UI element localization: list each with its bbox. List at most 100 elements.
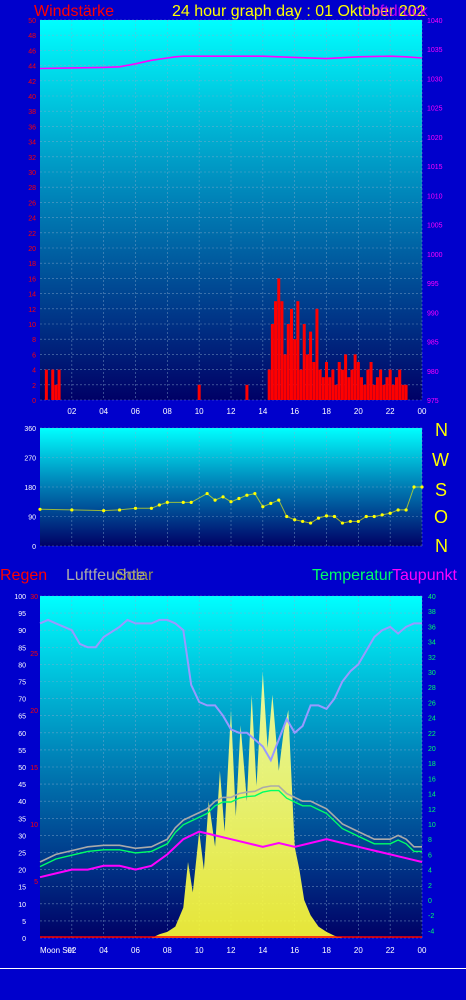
humidity-y-tick-label: 25 — [18, 851, 26, 858]
temp-x-tick-label: 12 — [227, 946, 236, 955]
wind-speed-bar — [388, 369, 392, 400]
pressure-y-tick-label: 995 — [427, 281, 439, 288]
legend-humidity: Luftfeuchte — [66, 567, 145, 584]
temperature-y-tick-label: 16 — [428, 776, 436, 783]
wind-y-tick-label: 26 — [28, 200, 36, 207]
temp-x-tick-label: 18 — [322, 946, 331, 955]
compass-label-o: O — [434, 507, 448, 527]
wind-speed-bar — [366, 369, 370, 400]
wind-speed-bar — [267, 369, 271, 400]
direction-y-tick-label: 360 — [24, 426, 36, 433]
humidity-y-tick-label: 5 — [22, 919, 26, 926]
rain-y-tick-label: 10 — [30, 822, 38, 829]
pressure-y-tick-label: 1010 — [427, 193, 443, 200]
direction-y-tick-label: 180 — [24, 485, 36, 492]
wind-speed-bar — [302, 324, 306, 400]
pressure-line — [39, 55, 423, 70]
temperature-y-tick-label: 24 — [428, 716, 436, 723]
wind-y-tick-label: 44 — [28, 64, 36, 71]
wind-x-tick-label: 08 — [163, 407, 172, 416]
wind-speed-bar — [382, 384, 386, 400]
direction-y-tick-label: 90 — [28, 515, 36, 522]
humidity-y-tick-label: 75 — [18, 680, 26, 687]
temperature-y-tick-label: 2 — [428, 883, 432, 890]
wind-y-tick-label: 34 — [28, 140, 36, 147]
temperature-y-tick-label: 12 — [428, 807, 436, 814]
wind-speed-bar — [401, 384, 405, 400]
wind-y-tick-label: 22 — [28, 231, 36, 238]
humidity-y-tick-label: 30 — [18, 833, 26, 840]
wind-y-tick-label: 6 — [32, 352, 36, 359]
moon-set-label: Moon Set — [40, 946, 75, 955]
wind-speed-bar — [360, 377, 364, 400]
wind-speed-bar — [245, 384, 249, 400]
compass-label-n-bottom: N — [435, 536, 448, 556]
wind-y-tick-label: 8 — [32, 337, 36, 344]
wind-speed-bar — [344, 354, 348, 400]
wind-y-tick-label: 0 — [32, 398, 36, 405]
wind-speed-bar — [51, 369, 55, 400]
temperature-y-tick-label: 10 — [428, 822, 436, 829]
temp-x-tick-label: 22 — [386, 946, 395, 955]
humidity-y-tick-label: 55 — [18, 748, 26, 755]
pressure-y-tick-label: 1030 — [427, 76, 443, 83]
wind-y-tick-label: 36 — [28, 124, 36, 131]
rain-y-tick-label: 25 — [30, 651, 38, 658]
wind-y-tick-label: 20 — [28, 246, 36, 253]
wind-speed-bar — [385, 377, 389, 400]
wind-speed-bar — [270, 324, 274, 400]
pressure-y-tick-label: 980 — [427, 369, 439, 376]
wind-y-tick-label: 28 — [28, 185, 36, 192]
humidity-y-tick-label: 10 — [18, 902, 26, 909]
wind-direction-trace — [39, 486, 422, 524]
wind-speed-bar — [353, 354, 357, 400]
temp-x-tick-label: 16 — [290, 946, 299, 955]
wind-speed-bar — [280, 301, 284, 400]
temperature-y-tick-label: 22 — [428, 731, 436, 738]
wind-speed-bar — [277, 278, 281, 400]
data-layer — [38, 55, 424, 938]
wind-speed-bar — [328, 377, 332, 400]
rain-y-tick-label: 5 — [34, 879, 38, 886]
wind-speed-bar — [331, 369, 335, 400]
humidity-y-tick-label: 40 — [18, 799, 26, 806]
wind-speed-bar — [340, 369, 344, 400]
wind-y-tick-label: 18 — [28, 261, 36, 268]
humidity-y-tick-label: 95 — [18, 611, 26, 618]
direction-y-tick-label: 0 — [32, 544, 36, 551]
wind-x-tick-label: 10 — [195, 407, 204, 416]
wind-y-tick-label: 46 — [28, 48, 36, 55]
wind-speed-bar — [44, 369, 48, 400]
pressure-y-tick-label: 975 — [427, 398, 439, 405]
direction-y-tick-label: 270 — [24, 456, 36, 463]
temp-x-tick-label: 06 — [131, 946, 140, 955]
footer-bar — [0, 968, 466, 969]
wind-y-tick-label: 38 — [28, 109, 36, 116]
humidity-y-tick-label: 20 — [18, 868, 26, 875]
wind-y-tick-label: 50 — [28, 18, 36, 25]
wind-speed-bar — [356, 362, 360, 400]
rain-y-tick-label: 30 — [30, 594, 38, 601]
pressure-y-tick-label: 985 — [427, 340, 439, 347]
wind-y-tick-label: 14 — [28, 292, 36, 299]
wind-speed-bar — [274, 301, 278, 400]
temperature-y-tick-label: 32 — [428, 655, 436, 662]
humidity-y-tick-label: 50 — [18, 765, 26, 772]
wind-speed-bar — [318, 369, 322, 400]
temperature-y-tick-label: 0 — [428, 898, 432, 905]
wind-x-tick-label: 20 — [354, 407, 363, 416]
temp-x-tick-label: 04 — [99, 946, 108, 955]
humidity-y-tick-label: 0 — [22, 936, 26, 943]
humidity-y-tick-label: 80 — [18, 662, 26, 669]
wind-x-tick-label: 00 — [418, 407, 427, 416]
wind-y-tick-label: 48 — [28, 33, 36, 40]
temperature-y-tick-label: -4 — [428, 928, 434, 935]
wind-x-tick-label: 04 — [99, 407, 108, 416]
wind-x-tick-label: 16 — [290, 407, 299, 416]
wind-speed-bar — [334, 384, 338, 400]
wind-speed-bar — [350, 369, 354, 400]
legend-solar: Solar — [116, 567, 154, 584]
wind-speed-bar — [363, 384, 367, 400]
pressure-y-tick-label: 1025 — [427, 106, 443, 113]
temperature-y-tick-label: -2 — [428, 913, 434, 920]
